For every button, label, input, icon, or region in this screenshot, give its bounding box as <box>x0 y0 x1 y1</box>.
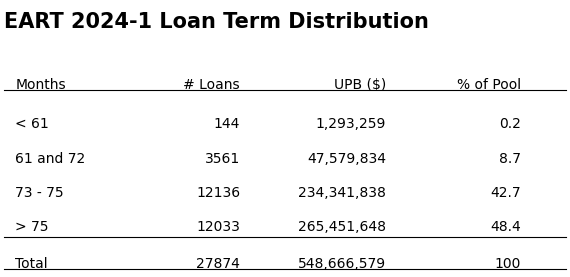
Text: > 75: > 75 <box>15 220 49 234</box>
Text: 12033: 12033 <box>196 220 240 234</box>
Text: 27874: 27874 <box>196 257 240 271</box>
Text: 61 and 72: 61 and 72 <box>15 152 86 166</box>
Text: 234,341,838: 234,341,838 <box>298 186 386 200</box>
Text: 1,293,259: 1,293,259 <box>316 117 386 131</box>
Text: 47,579,834: 47,579,834 <box>307 152 386 166</box>
Text: Months: Months <box>15 78 66 92</box>
Text: 12136: 12136 <box>196 186 240 200</box>
Text: < 61: < 61 <box>15 117 49 131</box>
Text: EART 2024-1 Loan Term Distribution: EART 2024-1 Loan Term Distribution <box>4 12 429 32</box>
Text: 265,451,648: 265,451,648 <box>298 220 386 234</box>
Text: 8.7: 8.7 <box>499 152 521 166</box>
Text: 144: 144 <box>214 117 240 131</box>
Text: % of Pool: % of Pool <box>457 78 521 92</box>
Text: 42.7: 42.7 <box>490 186 521 200</box>
Text: 73 - 75: 73 - 75 <box>15 186 64 200</box>
Text: Total: Total <box>15 257 48 271</box>
Text: # Loans: # Loans <box>184 78 240 92</box>
Text: 3561: 3561 <box>205 152 240 166</box>
Text: 548,666,579: 548,666,579 <box>298 257 386 271</box>
Text: 48.4: 48.4 <box>490 220 521 234</box>
Text: 0.2: 0.2 <box>499 117 521 131</box>
Text: UPB ($): UPB ($) <box>334 78 386 92</box>
Text: 100: 100 <box>495 257 521 271</box>
